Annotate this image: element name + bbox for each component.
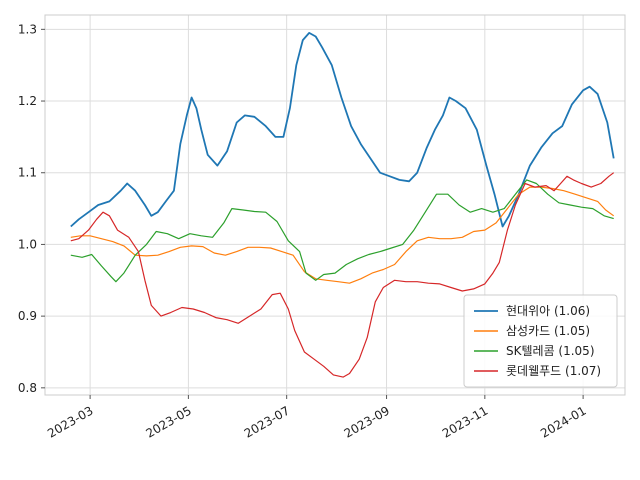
legend-label: 현대위아 (1.06) xyxy=(506,304,590,318)
y-tick-label: 0.8 xyxy=(18,381,37,395)
series-line-2 xyxy=(70,186,615,284)
series-line-1 xyxy=(70,32,615,228)
y-tick-label: 1.2 xyxy=(18,94,37,108)
y-tick-label: 0.9 xyxy=(18,309,37,323)
y-tick-label: 1.1 xyxy=(18,166,37,180)
legend-label: SK텔레콤 (1.05) xyxy=(506,344,595,358)
series-line-3 xyxy=(70,179,614,283)
series-line-4 xyxy=(70,172,615,378)
legend: 현대위아 (1.06) 삼성카드 (1.05) SK텔레콤 (1.05) 롯데웰푸드 … xyxy=(463,294,618,388)
plot-frame xyxy=(44,14,626,396)
legend-label: 삼성카드 (1.05) xyxy=(506,324,590,338)
series-group xyxy=(70,32,615,378)
legend-box xyxy=(463,294,618,388)
grid xyxy=(45,15,625,395)
y-axis: 0.8 0.9 1.0 1.1 1.2 1.3 xyxy=(18,22,45,395)
y-tick-label: 1.0 xyxy=(18,237,37,251)
legend-label: 롯데웰푸드 (1.07) xyxy=(506,364,601,378)
y-tick-label: 1.3 xyxy=(18,22,37,36)
